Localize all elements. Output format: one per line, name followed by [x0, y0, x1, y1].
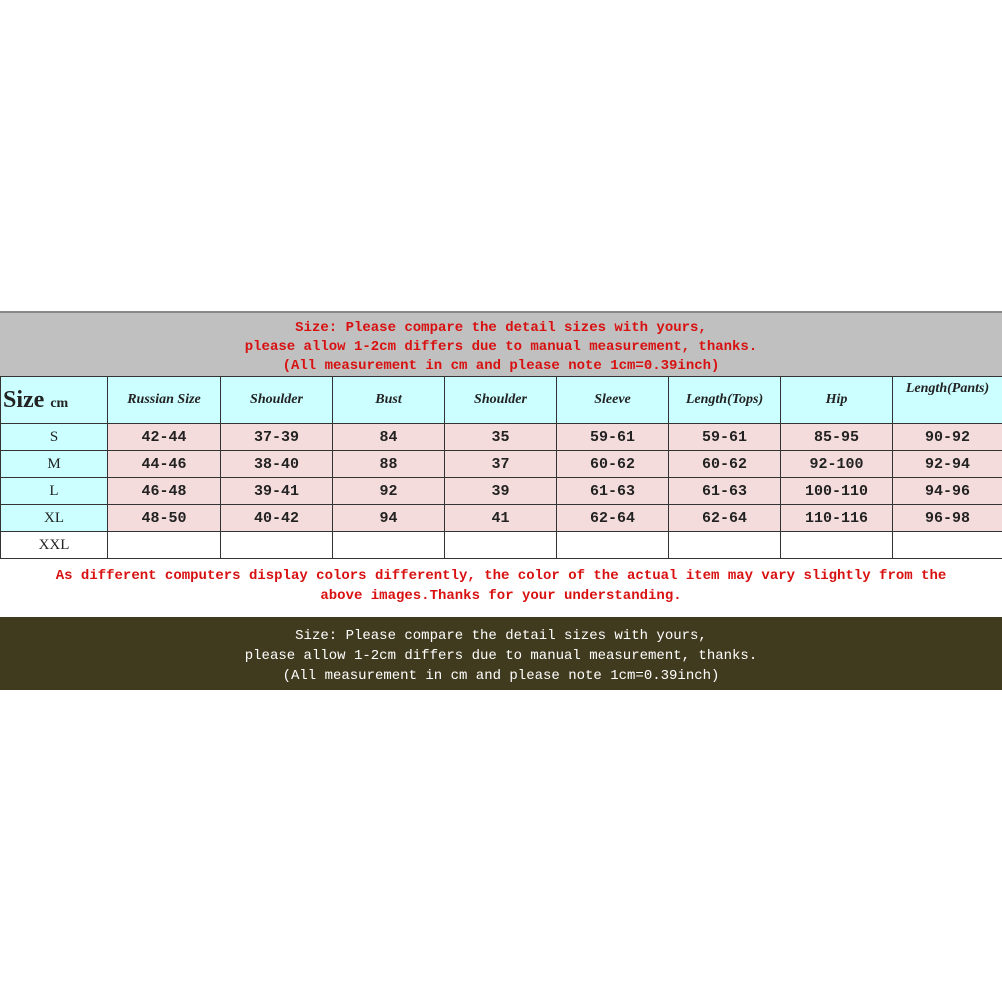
table-cell: 38-40	[220, 450, 333, 478]
column-header: Shoulder	[444, 376, 557, 424]
table-cell: 84	[332, 423, 445, 451]
table-row: XL 48-50 40-42 94 41 62-64 62-64 110-116 96-98	[0, 504, 1002, 532]
table-row: M 44-46 38-40 88 37 60-62 60-62 92-100 92-94	[0, 450, 1002, 478]
footer-line: Size: Please compare the detail sizes wi…	[295, 628, 707, 644]
banner-line: Size: Please compare the detail sizes wi…	[295, 320, 707, 336]
table-cell: 62-64	[668, 504, 781, 532]
table-cell: 110-116	[780, 504, 893, 532]
size-header: Size cm	[0, 376, 108, 424]
size-cell: M	[0, 450, 108, 478]
banner-line: please allow 1-2cm differs due to manual…	[244, 339, 758, 355]
table-cell	[220, 531, 333, 559]
column-header: Russian Size	[107, 376, 221, 424]
table-cell: 48-50	[107, 504, 221, 532]
table-cell: 92-94	[892, 450, 1002, 478]
table-cell: 100-110	[780, 477, 893, 505]
table-cell: 37-39	[220, 423, 333, 451]
column-header: Shoulder	[220, 376, 333, 424]
table-cell: 41	[444, 504, 557, 532]
table-cell: 90-92	[892, 423, 1002, 451]
table-cell: 59-61	[556, 423, 669, 451]
footer-band: Size: Please compare the detail sizes wi…	[0, 617, 1002, 690]
table-cell: 94	[332, 504, 445, 532]
table-cell: 59-61	[668, 423, 781, 451]
table-cell: 42-44	[107, 423, 221, 451]
table-cell: 94-96	[892, 477, 1002, 505]
table-cell: 40-42	[220, 504, 333, 532]
table-cell: 60-62	[668, 450, 781, 478]
table-row: L 46-48 39-41 92 39 61-63 61-63 100-110 94-96	[0, 477, 1002, 505]
table-cell: 61-63	[668, 477, 781, 505]
note-line: above images.Thanks for your understandi…	[320, 588, 682, 604]
size-table: Size cm Russian Size Shoulder Bust Shoul…	[0, 376, 1002, 559]
table-row: XXL	[0, 531, 1002, 559]
table-cell: 62-64	[556, 504, 669, 532]
table-cell	[444, 531, 557, 559]
column-header: Sleeve	[556, 376, 669, 424]
table-cell: 92	[332, 477, 445, 505]
table-cell	[780, 531, 893, 559]
size-cell: XL	[0, 504, 108, 532]
header-row: Size cm Russian Size Shoulder Bust Shoul…	[0, 376, 1002, 424]
table-cell	[556, 531, 669, 559]
table-cell: 44-46	[107, 450, 221, 478]
table-cell: 39	[444, 477, 557, 505]
footer-line: (All measurement in cm and please note 1…	[282, 668, 720, 684]
note-line: As different computers display colors di…	[55, 568, 947, 584]
size-cell: XXL	[0, 531, 108, 559]
table-cell	[332, 531, 445, 559]
color-disclaimer: As different computers display colors di…	[0, 566, 1002, 606]
size-banner: Size: Please compare the detail sizes wi…	[0, 311, 1002, 376]
banner-line: (All measurement in cm and please note 1…	[282, 358, 720, 374]
table-cell	[107, 531, 221, 559]
table-cell: 39-41	[220, 477, 333, 505]
footer-line: please allow 1-2cm differs due to manual…	[244, 648, 758, 664]
table-cell: 85-95	[780, 423, 893, 451]
table-cell: 92-100	[780, 450, 893, 478]
size-cell: L	[0, 477, 108, 505]
table-cell: 88	[332, 450, 445, 478]
table-cell: 96-98	[892, 504, 1002, 532]
size-cell: S	[0, 423, 108, 451]
table-cell	[892, 531, 1002, 559]
table-cell: 61-63	[556, 477, 669, 505]
column-header: Bust	[332, 376, 445, 424]
table-cell: 37	[444, 450, 557, 478]
table-cell: 35	[444, 423, 557, 451]
column-header: Length(Pants)	[892, 376, 1002, 424]
column-header: Length(Tops)	[668, 376, 781, 424]
table-cell	[668, 531, 781, 559]
column-header: Hip	[780, 376, 893, 424]
table-cell: 60-62	[556, 450, 669, 478]
table-cell: 46-48	[107, 477, 221, 505]
table-row: S 42-44 37-39 84 35 59-61 59-61 85-95 90-92	[0, 423, 1002, 451]
